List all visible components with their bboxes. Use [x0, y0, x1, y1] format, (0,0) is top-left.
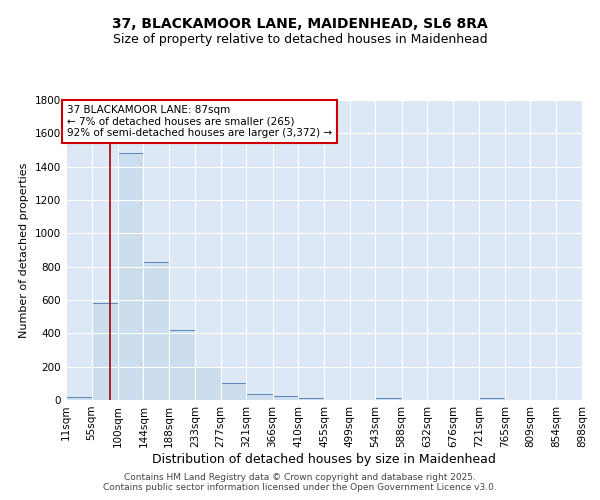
- Bar: [169, 330, 195, 400]
- Bar: [118, 154, 143, 400]
- Bar: [143, 262, 169, 400]
- Bar: [195, 366, 221, 400]
- Text: 37 BLACKAMOOR LANE: 87sqm
← 7% of detached houses are smaller (265)
92% of semi-: 37 BLACKAMOOR LANE: 87sqm ← 7% of detach…: [67, 105, 332, 138]
- Text: Size of property relative to detached houses in Maidenhead: Size of property relative to detached ho…: [113, 32, 487, 46]
- Bar: [376, 398, 401, 400]
- Bar: [479, 398, 505, 400]
- Bar: [66, 396, 92, 400]
- Text: Contains HM Land Registry data © Crown copyright and database right 2025.
Contai: Contains HM Land Registry data © Crown c…: [103, 473, 497, 492]
- Bar: [221, 384, 247, 400]
- Y-axis label: Number of detached properties: Number of detached properties: [19, 162, 29, 338]
- Bar: [92, 304, 118, 400]
- Bar: [272, 396, 298, 400]
- Bar: [298, 398, 324, 400]
- X-axis label: Distribution of detached houses by size in Maidenhead: Distribution of detached houses by size …: [152, 452, 496, 466]
- Text: 37, BLACKAMOOR LANE, MAIDENHEAD, SL6 8RA: 37, BLACKAMOOR LANE, MAIDENHEAD, SL6 8RA: [112, 18, 488, 32]
- Bar: [247, 394, 272, 400]
